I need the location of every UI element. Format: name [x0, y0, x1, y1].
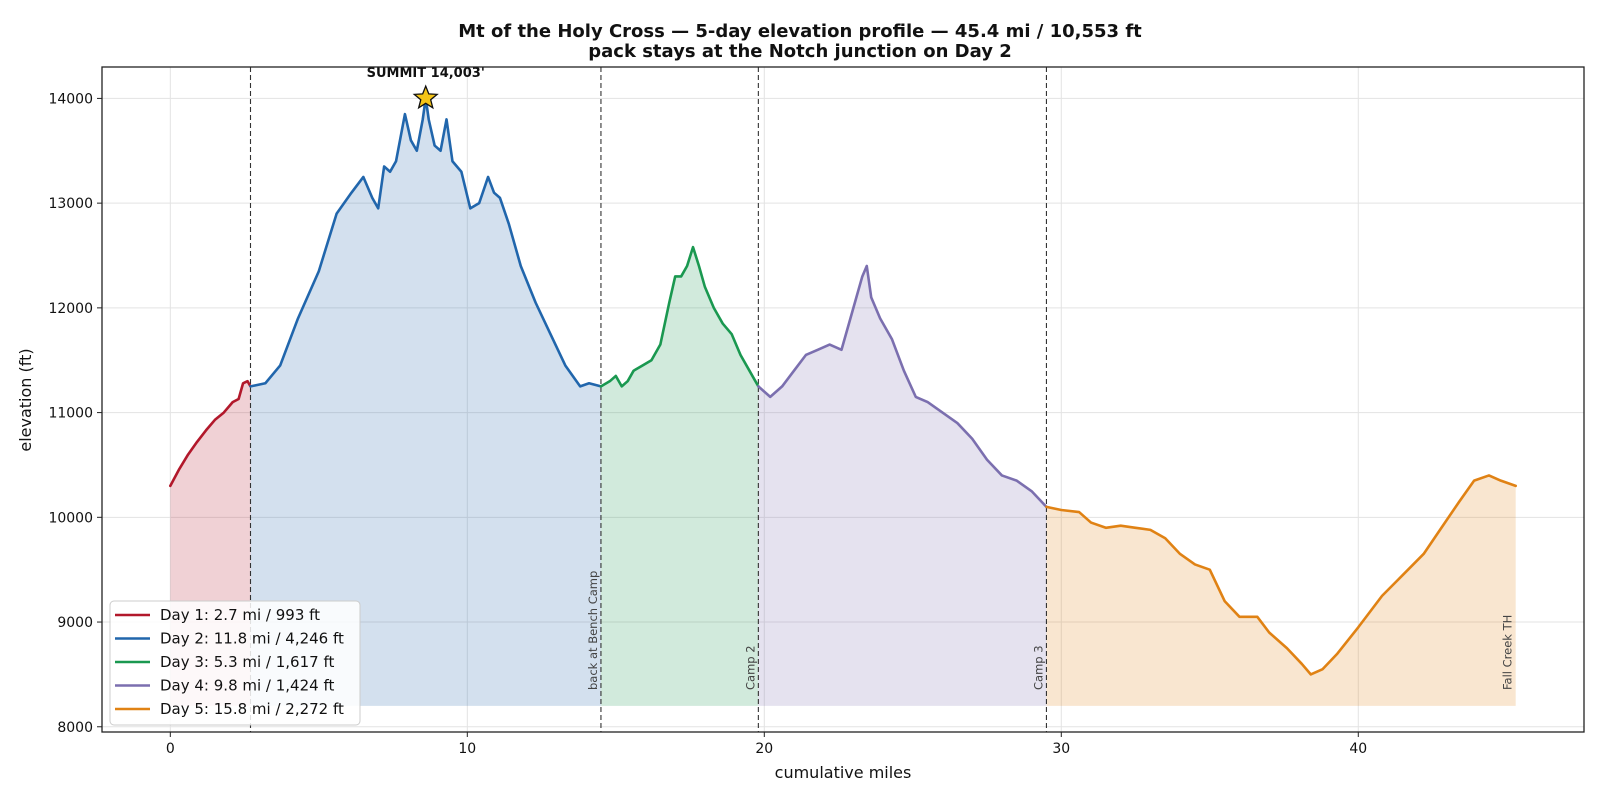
legend-entry: Day 3: 5.3 mi / 1,617 ft [160, 653, 334, 671]
series-line-day-2 [249, 96, 603, 388]
legend: Day 1: 2.7 mi / 993 ft Day 2: 11.8 mi / 4… [109, 600, 361, 726]
x-tick-label: 30 [1052, 741, 1070, 757]
trailhead-label: Fall Creek TH [1501, 615, 1515, 690]
camp-label: Camp 3 [1031, 645, 1045, 690]
area-fill-day-4 [758, 265, 1047, 706]
series-line-day-1 [169, 379, 252, 488]
series-line-day-4 [757, 264, 1048, 509]
legend-entry: Day 1: 2.7 mi / 993 ft [160, 606, 320, 624]
legend-entry: Day 5: 15.8 mi / 2,272 ft [160, 700, 344, 718]
legend-entry: Day 2: 11.8 mi / 4,246 ft [160, 630, 344, 648]
legend-entry: Day 4: 9.8 mi / 1,424 ft [160, 677, 334, 695]
y-tick-label: 11000 [48, 406, 93, 422]
summit-marker-group: SUMMIT 14,003' [367, 66, 485, 110]
area-fills [170, 98, 1516, 706]
x-tick-label: 40 [1349, 741, 1367, 757]
area-fill-day-3 [600, 247, 759, 706]
y-tick-label: 10000 [48, 510, 93, 526]
y-tick-label: 9000 [57, 615, 93, 631]
series-line-day-3 [599, 245, 760, 388]
series-lines [169, 96, 1517, 676]
chart-subtitle: pack stays at the Notch junction on Day … [588, 41, 1011, 62]
x-axis-label: cumulative miles [775, 763, 912, 782]
camp-label: Camp 2 [743, 645, 757, 690]
summit-star-icon [412, 84, 439, 110]
summit-label: SUMMIT 14,003' [367, 66, 485, 81]
area-fill-day-2 [250, 98, 601, 706]
y-tick-label: 8000 [57, 720, 93, 736]
y-tick-label: 13000 [48, 196, 93, 212]
x-tick-label: 0 [166, 741, 175, 757]
plot-frame [101, 66, 1585, 733]
chart-title: Mt of the Holy Cross — 5-day elevation p… [458, 21, 1142, 42]
series-line-day-5 [1045, 474, 1517, 676]
axis-ticks: 0 10 20 30 40 8000 9000 10000 11000 12000 13000 140… [48, 91, 1367, 757]
y-tick-label: 12000 [48, 301, 93, 317]
day-boundaries: back at Bench Camp Camp 2 Camp 3 Fall Creek… [249, 67, 1515, 732]
x-tick-label: 20 [755, 741, 773, 757]
area-fill-day-5 [1046, 475, 1516, 706]
legend-box [109, 600, 361, 726]
y-tick-label: 14000 [48, 91, 93, 107]
camp-label: back at Bench Camp [586, 571, 600, 690]
y-axis-label: elevation (ft) [16, 348, 35, 451]
x-tick-label: 10 [458, 741, 476, 757]
